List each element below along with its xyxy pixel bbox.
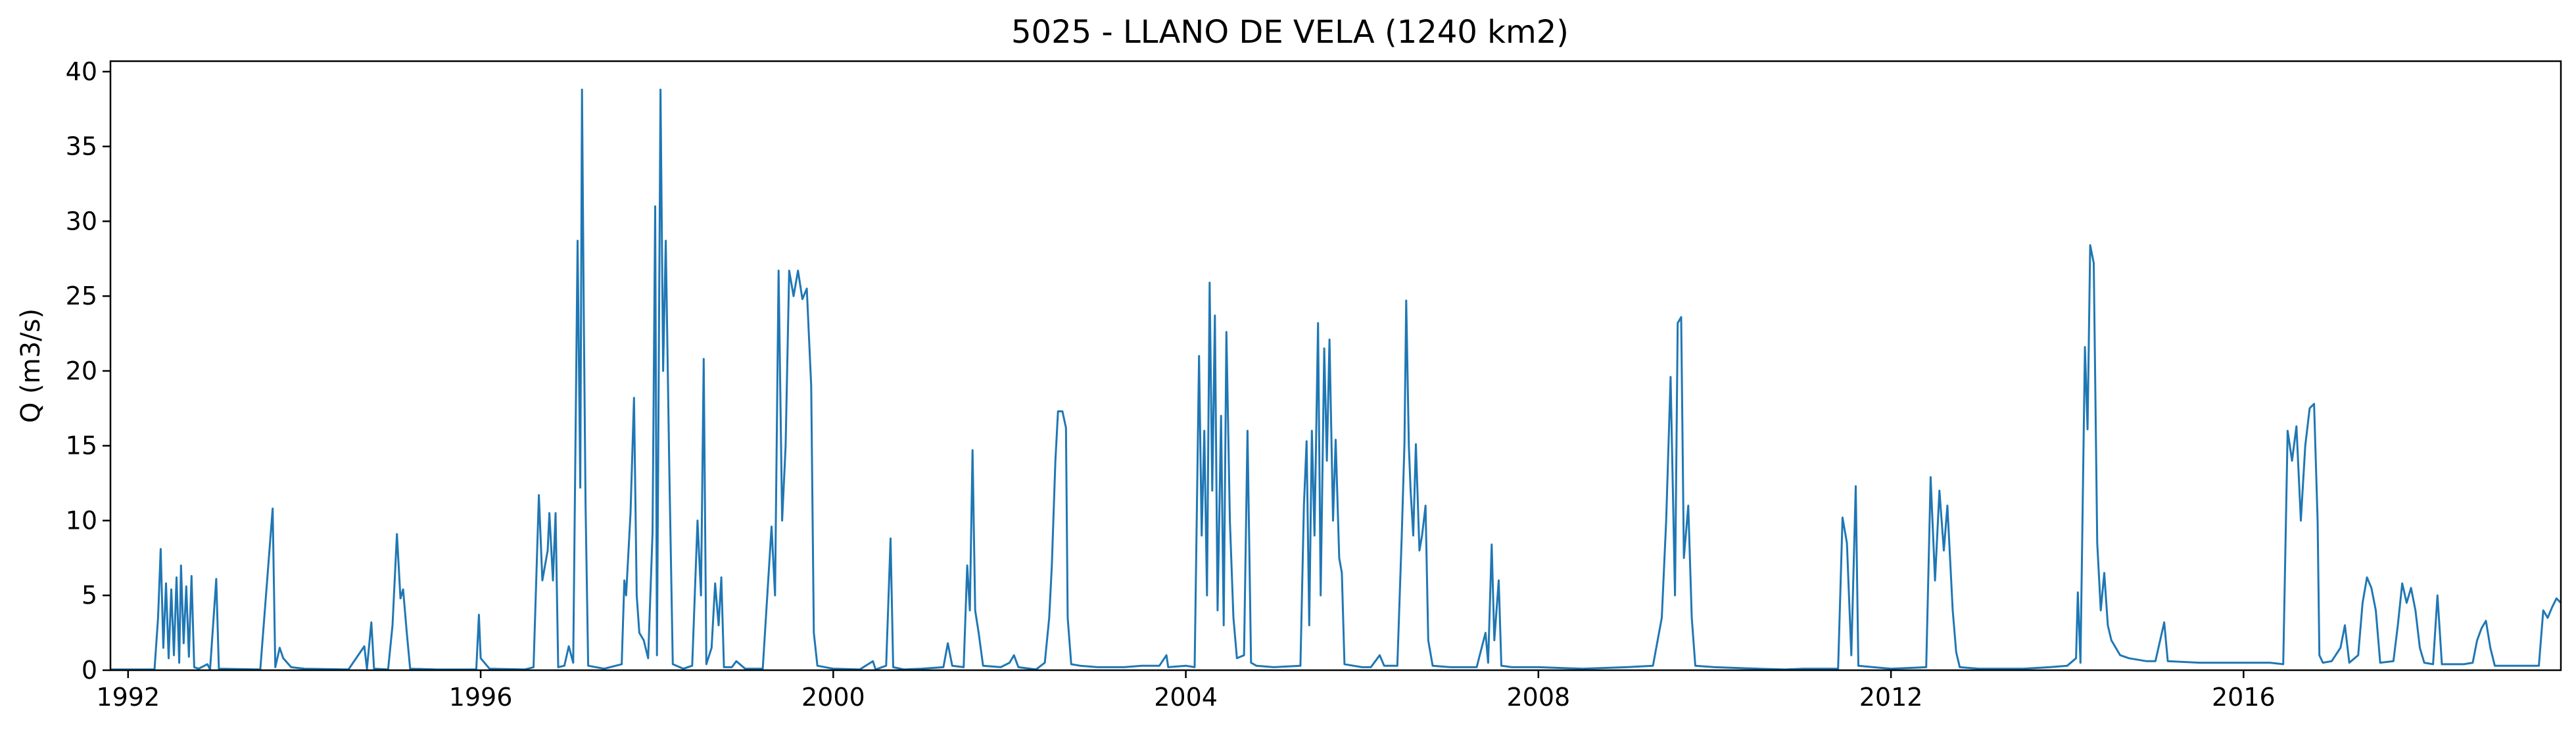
y-tick-label: 5 [82, 581, 97, 610]
y-tick-label: 35 [66, 132, 97, 161]
discharge-line [110, 88, 2561, 670]
x-tick-label: 2004 [1154, 683, 1218, 712]
y-axis: 0 5 10 15 20 25 30 35 40 [66, 57, 110, 685]
x-tick-label: 2016 [2212, 683, 2276, 712]
plot-frame [109, 60, 2562, 672]
x-tick-label: 2000 [801, 683, 865, 712]
y-tick-label: 15 [66, 431, 97, 460]
y-tick-label: 0 [82, 656, 97, 685]
x-axis: 1992 1996 2000 2004 2008 2012 2016 [96, 670, 2276, 712]
y-tick-label: 40 [66, 57, 97, 86]
y-tick-label: 20 [66, 356, 97, 385]
x-tick-label: 2012 [1859, 683, 1923, 712]
x-tick-label: 2008 [1506, 683, 1570, 712]
x-tick-label: 1992 [96, 683, 160, 712]
plot-area [109, 60, 2562, 672]
y-axis-label: Q (m3/s) [16, 308, 46, 423]
y-tick-label: 10 [66, 506, 97, 535]
chart-title: 5025 - LLANO DE VELA (1240 km2) [1011, 14, 1569, 51]
y-tick-label: 30 [66, 207, 97, 235]
y-tick-label: 25 [66, 281, 97, 310]
x-tick-label: 1996 [449, 683, 513, 712]
